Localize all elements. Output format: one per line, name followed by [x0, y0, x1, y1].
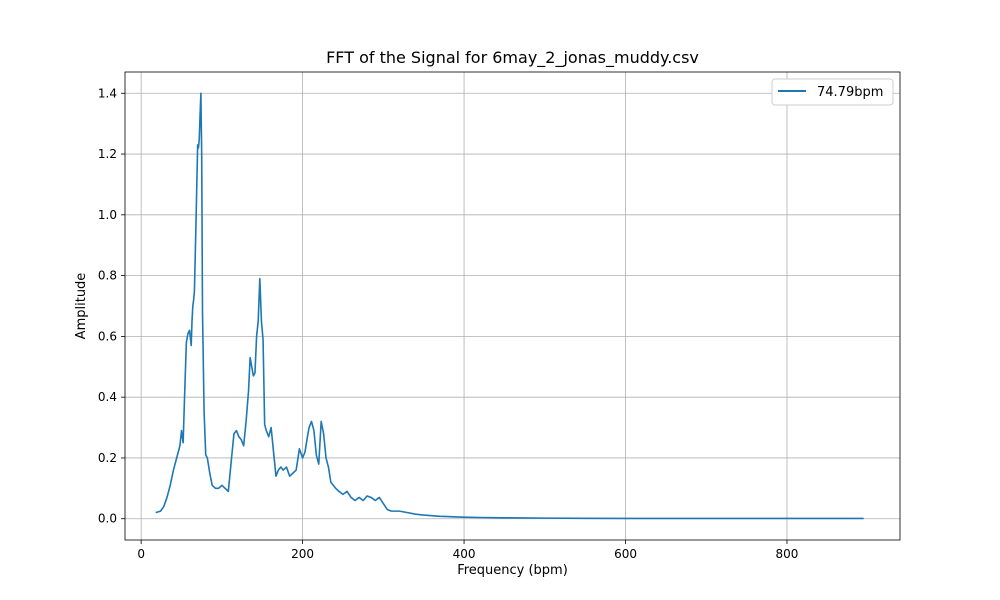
- chart-title: FFT of the Signal for 6may_2_jonas_muddy…: [326, 48, 699, 68]
- ticks: 0 200 400 600 800 0.0 0.2 0.4 0.6 0.8 1.0 1.2 1.4: [98, 86, 799, 561]
- legend-box: [771, 78, 894, 106]
- x-axis-label: Frequency (bpm): [457, 563, 568, 578]
- x-tick-label: 200: [291, 547, 314, 561]
- y-tick-label: 1.0: [98, 208, 117, 222]
- plot-frame: [124, 71, 901, 541]
- legend: 74.79bpm: [771, 78, 894, 106]
- series-line: [155, 92, 864, 520]
- y-tick-label: 0.6: [98, 329, 117, 343]
- x-tick-label: 800: [776, 547, 799, 561]
- x-tick-label: 0: [137, 547, 145, 561]
- y-tick-label: 0.8: [98, 269, 117, 283]
- series-layer: [155, 92, 864, 520]
- y-axis-label: Amplitude: [74, 273, 89, 340]
- legend-label: 74.79bpm: [817, 85, 883, 100]
- x-tick-label: 400: [453, 547, 476, 561]
- y-tick-label: 1.4: [98, 86, 117, 100]
- x-tick-label: 600: [614, 547, 637, 561]
- y-tick-label: 0.4: [98, 390, 117, 404]
- y-tick-label: 1.2: [98, 147, 117, 161]
- y-tick-label: 0.2: [98, 451, 117, 465]
- y-tick-label: 0.0: [98, 512, 117, 526]
- grid: [125, 72, 900, 540]
